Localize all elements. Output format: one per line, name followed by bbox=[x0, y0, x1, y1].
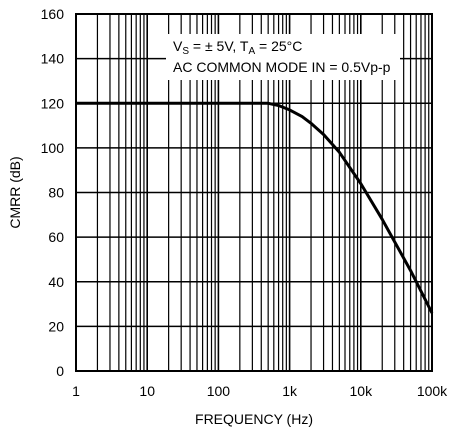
y-tick-label: 0 bbox=[56, 363, 64, 379]
x-tick-label: 10k bbox=[350, 383, 374, 399]
x-tick-labels: 1 10 100 1k 10k 100k bbox=[72, 383, 448, 399]
y-tick-label: 140 bbox=[41, 51, 65, 67]
y-axis-label: CMRR (dB) bbox=[7, 156, 23, 228]
cmrr-curve bbox=[76, 101, 434, 314]
annotation-line-2: AC COMMON MODE IN = 0.5Vp-p bbox=[173, 59, 391, 75]
y-tick-label: 20 bbox=[48, 318, 64, 334]
x-tick-label: 1 bbox=[72, 383, 80, 399]
x-tick-label: 1k bbox=[282, 383, 298, 399]
x-tick-label: 10 bbox=[139, 383, 155, 399]
x-axis-label: FREQUENCY (Hz) bbox=[195, 411, 313, 427]
series-group bbox=[76, 101, 434, 314]
y-tick-label: 60 bbox=[48, 229, 64, 245]
y-tick-label: 80 bbox=[48, 185, 64, 201]
x-tick-label: 100 bbox=[207, 383, 231, 399]
y-tick-label: 100 bbox=[41, 140, 65, 156]
y-tick-label: 160 bbox=[41, 6, 65, 22]
annotation-line-1: VS = ± 5V, TA = 25°C bbox=[173, 38, 302, 57]
y-tick-labels: 0 20 40 60 80 100 120 140 160 bbox=[41, 6, 65, 379]
annotation-background bbox=[166, 34, 400, 80]
y-tick-label: 120 bbox=[41, 95, 65, 111]
y-tick-label: 40 bbox=[48, 274, 64, 290]
x-tick-label: 100k bbox=[417, 383, 448, 399]
plot-frame bbox=[75, 13, 433, 372]
